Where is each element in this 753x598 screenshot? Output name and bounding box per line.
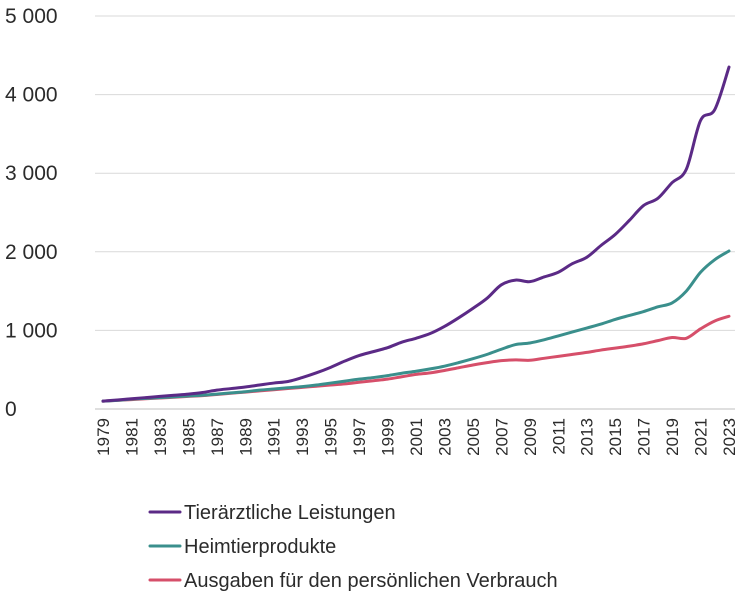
x-tick-label: 1999 [379,418,398,456]
x-tick-label: 1991 [265,418,284,456]
x-tick-label: 1981 [122,418,141,456]
series-line [101,249,731,403]
y-tick-label: 5 000 [5,5,58,28]
x-tick-label: 2021 [692,418,711,456]
x-tick-label: 2001 [407,418,426,456]
y-tick-label: 1 000 [5,319,58,342]
x-tick-label: 1983 [151,418,170,456]
x-tick-label: 1993 [293,418,312,456]
x-tick-label: 1987 [208,418,227,456]
legend-item: Heimtierprodukte [148,536,336,558]
y-tick-label: 3 000 [5,162,58,185]
x-axis-tick-labels: 1979 1981 1983 1985 1987 1989 1991 1993 1995 1997… [94,418,739,456]
x-tick-label: 2005 [464,418,483,456]
legend-label: Heimtierprodukte [184,536,336,558]
y-axis-tick-labels: 0 1 000 2 000 3 000 4 000 5 000 [5,5,58,421]
legend-item: Tierärztliche Leistungen [148,502,396,524]
x-tick-label: 2023 [720,418,739,456]
y-tick-label: 4 000 [5,84,58,107]
x-tick-label: 1997 [350,418,369,456]
legend-item: Ausgaben für den persönlichen Verbrauch [148,570,558,592]
x-tick-label: 1995 [322,418,341,456]
series-line [101,65,731,403]
y-tick-label: 2 000 [5,241,58,264]
x-tick-label: 2003 [435,418,454,456]
x-tick-label: 1985 [179,418,198,456]
legend: Tierärztliche Leistungen Heimtierprodukte… [148,502,558,592]
x-tick-label: 2015 [606,418,625,456]
legend-label: Ausgaben für den persönlichen Verbrauch [184,570,558,592]
y-tick-label: 0 [5,398,17,421]
x-tick-label: 2007 [492,418,511,456]
x-tick-label: 2019 [663,418,682,456]
x-tick-label: 2017 [635,418,654,456]
x-tick-label: 2013 [578,418,597,456]
legend-label: Tierärztliche Leistungen [184,502,396,524]
gridlines [95,15,735,331]
x-tick-label: 1989 [236,418,255,456]
x-tick-label: 1979 [94,418,113,456]
x-tick-label: 2009 [521,418,540,456]
x-tick-label: 2011 [549,418,568,455]
series-line [101,314,731,403]
series-lines [101,65,731,403]
